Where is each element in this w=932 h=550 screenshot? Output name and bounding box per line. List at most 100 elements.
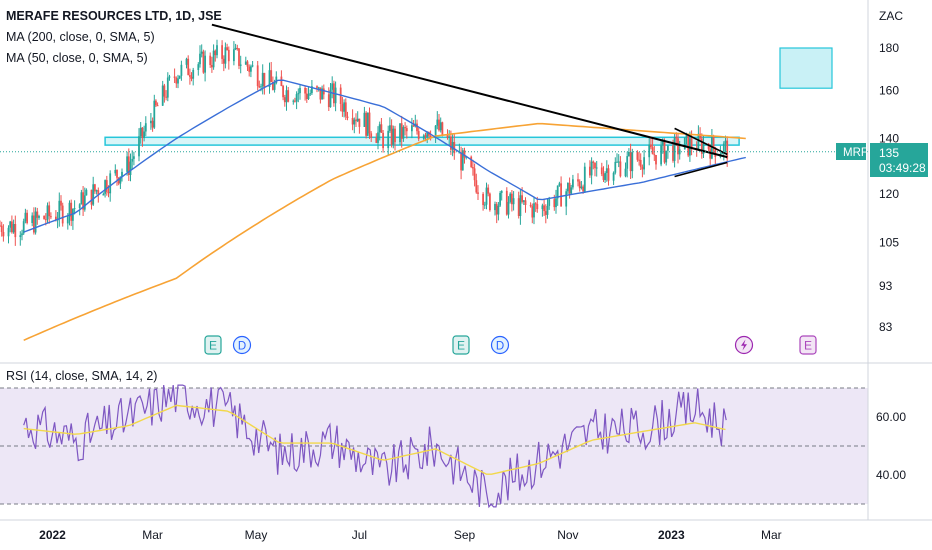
- candle-body: [177, 78, 179, 84]
- candle-body: [343, 102, 345, 112]
- ma200-line: [23, 122, 746, 342]
- candle-body: [244, 61, 247, 65]
- rsi-axis[interactable]: 60.00 40.00: [876, 410, 906, 482]
- bar-countdown: 03:49:28: [879, 161, 926, 175]
- candle-body: [109, 173, 112, 194]
- candle-body: [616, 161, 618, 163]
- candle-body: [238, 48, 240, 66]
- candle-body: [19, 235, 22, 237]
- candle-body: [239, 64, 242, 66]
- trendline-drawings[interactable]: [211, 23, 728, 178]
- candle-body: [90, 189, 93, 205]
- ma50-legend[interactable]: MA (50, close, 0, SMA, 5): [6, 51, 148, 65]
- price-tick-label: 105: [879, 235, 899, 249]
- price-tick-label: 160: [879, 84, 899, 98]
- triangle-upper: [674, 127, 728, 156]
- candle-body: [497, 205, 500, 215]
- candle-body: [572, 179, 574, 188]
- candle-body: [275, 76, 278, 84]
- candle-body: [672, 145, 674, 161]
- candle-body: [226, 47, 228, 50]
- earnings-icon-future: E: [799, 335, 817, 355]
- candle-body: [0, 225, 1, 227]
- candle-body: [619, 161, 622, 177]
- candle-body: [439, 122, 442, 131]
- dividend-badge: [232, 335, 252, 355]
- target-box[interactable]: [779, 47, 833, 89]
- candle-body: [446, 135, 449, 138]
- candle-body: [555, 198, 557, 208]
- candle-body: [382, 132, 384, 149]
- candle-body: [197, 64, 200, 70]
- candle-body: [282, 86, 284, 98]
- lightning-icon: [734, 335, 754, 355]
- candle-body: [260, 86, 262, 88]
- candle-body: [399, 123, 401, 143]
- candle-body: [366, 112, 369, 136]
- candle-body: [531, 206, 534, 218]
- time-axis[interactable]: 2022 Mar May Jul Sep Nov 2023 Mar: [39, 528, 781, 542]
- candle-body: [61, 205, 64, 224]
- candle-body: [224, 47, 227, 64]
- price-tick-label: 120: [879, 187, 899, 201]
- candle-body: [509, 193, 512, 202]
- candle-body: [48, 205, 51, 217]
- price-axis-currency: ZAC: [879, 9, 903, 23]
- candle-body: [150, 120, 152, 124]
- candle-body: [453, 142, 456, 154]
- candle-body: [702, 143, 705, 154]
- candle-body: [236, 47, 239, 49]
- candle-body: [331, 83, 334, 90]
- candle-body: [556, 185, 559, 199]
- candle-body: [365, 112, 367, 136]
- price-pane[interactable]: [0, 0, 868, 362]
- candle-body: [73, 208, 76, 210]
- candle-body: [92, 184, 95, 205]
- candle-body: [43, 216, 45, 220]
- earnings-icon: E: [204, 335, 222, 355]
- candle-body: [21, 233, 23, 236]
- candle-body: [565, 191, 568, 207]
- candle-body: [524, 200, 527, 205]
- candle-body: [295, 94, 298, 102]
- rsi-tick-label: 60.00: [876, 410, 906, 424]
- candle-body: [26, 212, 28, 223]
- rsi-legend[interactable]: RSI (14, close, SMA, 14, 2): [6, 369, 158, 383]
- candle-body: [234, 47, 237, 50]
- candle-body: [105, 180, 108, 192]
- candle-body: [402, 127, 405, 139]
- candle-body: [655, 155, 657, 165]
- candle-body: [346, 116, 349, 118]
- candle-body: [233, 49, 235, 62]
- candle-body: [624, 168, 627, 177]
- lightning-icon: [741, 339, 747, 351]
- candle-body: [448, 136, 451, 138]
- candle-body: [499, 193, 501, 206]
- price-tick-label: 180: [879, 41, 899, 55]
- candle-body: [294, 100, 296, 102]
- candle-body: [161, 85, 164, 106]
- candle-body: [95, 190, 98, 192]
- candle-body: [12, 224, 15, 233]
- candle-body: [46, 205, 49, 220]
- candle-body: [544, 211, 547, 215]
- candle-body: [248, 66, 251, 72]
- candle-body: [287, 90, 290, 102]
- candle-body: [11, 221, 13, 233]
- candle-body: [272, 82, 274, 90]
- candle-body: [592, 161, 595, 163]
- ma200-legend[interactable]: MA (200, close, 0, SMA, 5): [6, 30, 155, 44]
- candle-body: [163, 85, 166, 97]
- candle-body: [80, 192, 83, 205]
- candle-body: [699, 133, 701, 139]
- candle-body: [199, 53, 201, 65]
- symbol-title[interactable]: MERAFE RESOURCES LTD, 1D, JSE: [6, 9, 222, 23]
- candle-body: [724, 140, 727, 144]
- candle-body: [580, 186, 583, 189]
- candle-body: [127, 156, 130, 175]
- price-axis[interactable]: ZAC 180 160 140 120 105 93 83: [879, 9, 903, 334]
- candle-body: [617, 161, 620, 163]
- candle-body: [211, 65, 213, 68]
